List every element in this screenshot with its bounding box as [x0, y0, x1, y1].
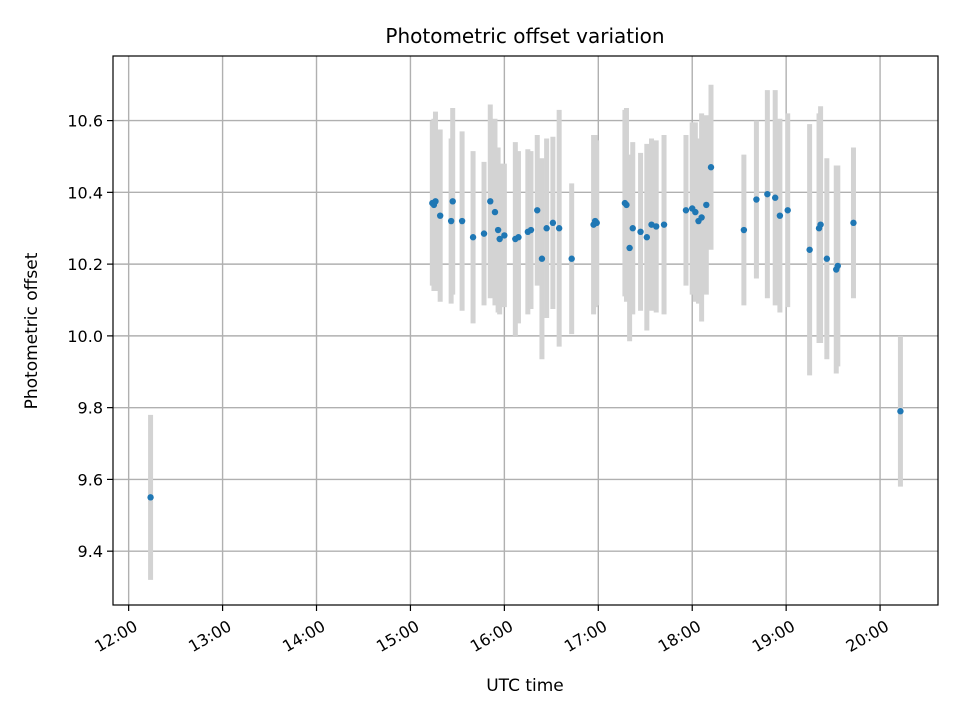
x-axis-ticks: 12:00 13:00 14:00 15:00 16:00 17:00 18:00 19:00… [91, 605, 892, 656]
data-point [682, 207, 690, 214]
data-point [549, 219, 557, 227]
data-point [753, 196, 760, 203]
y-tick-label: 9.8 [78, 399, 103, 418]
y-axis-ticks: 9.4 9.6 9.8 10.0 10.2 10.4 10.6 [67, 112, 113, 561]
data-point [593, 219, 600, 227]
x-tick-label: 12:00 [91, 616, 140, 656]
x-axis-label: UTC time [486, 676, 564, 696]
data-point [707, 164, 715, 171]
data-point [629, 225, 636, 232]
data-point [480, 230, 488, 237]
data-point [534, 207, 541, 214]
x-tick-label: 17:00 [561, 616, 610, 656]
data-point [626, 244, 633, 252]
data-point [784, 207, 791, 214]
data-point [771, 194, 779, 201]
data-point [543, 225, 550, 232]
data-point [740, 226, 748, 234]
x-tick-label: 14:00 [279, 616, 328, 656]
y-tick-label: 10.6 [67, 112, 103, 131]
data-points [147, 164, 904, 501]
y-tick-label: 9.4 [78, 542, 103, 561]
data-point [147, 494, 154, 501]
grid [113, 56, 938, 605]
data-point [538, 255, 546, 262]
data-point [501, 232, 508, 239]
plot-frame [112, 55, 939, 606]
data-point [555, 225, 563, 232]
data-point [623, 201, 630, 209]
y-tick-label: 10.4 [67, 183, 103, 202]
data-point [698, 214, 705, 221]
data-point [494, 226, 502, 234]
x-tick-label: 15:00 [373, 616, 422, 656]
y-axis-label: Photometric offset [22, 252, 42, 409]
y-tick-label: 10.0 [67, 327, 103, 346]
data-point [527, 226, 535, 234]
data-point [692, 208, 699, 216]
data-point [449, 198, 456, 205]
data-point [823, 255, 831, 262]
x-tick-label: 16:00 [467, 616, 516, 656]
data-point [436, 212, 444, 219]
y-tick-label: 9.6 [78, 470, 103, 489]
x-tick-label: 18:00 [655, 616, 704, 656]
data-point [776, 212, 784, 219]
data-point [643, 234, 651, 241]
data-point [487, 198, 494, 205]
data-point [637, 228, 644, 236]
error-bars [148, 84, 903, 580]
y-tick-label: 10.2 [67, 255, 103, 274]
data-point [653, 223, 660, 230]
data-point [515, 234, 522, 241]
x-tick-label: 20:00 [843, 616, 892, 656]
data-point [897, 408, 904, 415]
data-point [432, 198, 439, 205]
x-tick-label: 13:00 [185, 616, 234, 656]
data-point [817, 221, 824, 228]
data-point [496, 235, 503, 243]
data-point [703, 201, 710, 209]
data-point [458, 217, 466, 225]
chart-title: Photometric offset variation [385, 24, 664, 48]
data-point [469, 234, 477, 241]
x-tick-label: 19:00 [749, 616, 798, 656]
data-point [491, 208, 499, 216]
data-point [764, 190, 771, 198]
data-point [834, 262, 842, 270]
data-point [660, 221, 668, 228]
data-point [447, 217, 455, 225]
data-point [850, 219, 857, 227]
data-point [568, 255, 575, 262]
data-point [806, 246, 813, 253]
